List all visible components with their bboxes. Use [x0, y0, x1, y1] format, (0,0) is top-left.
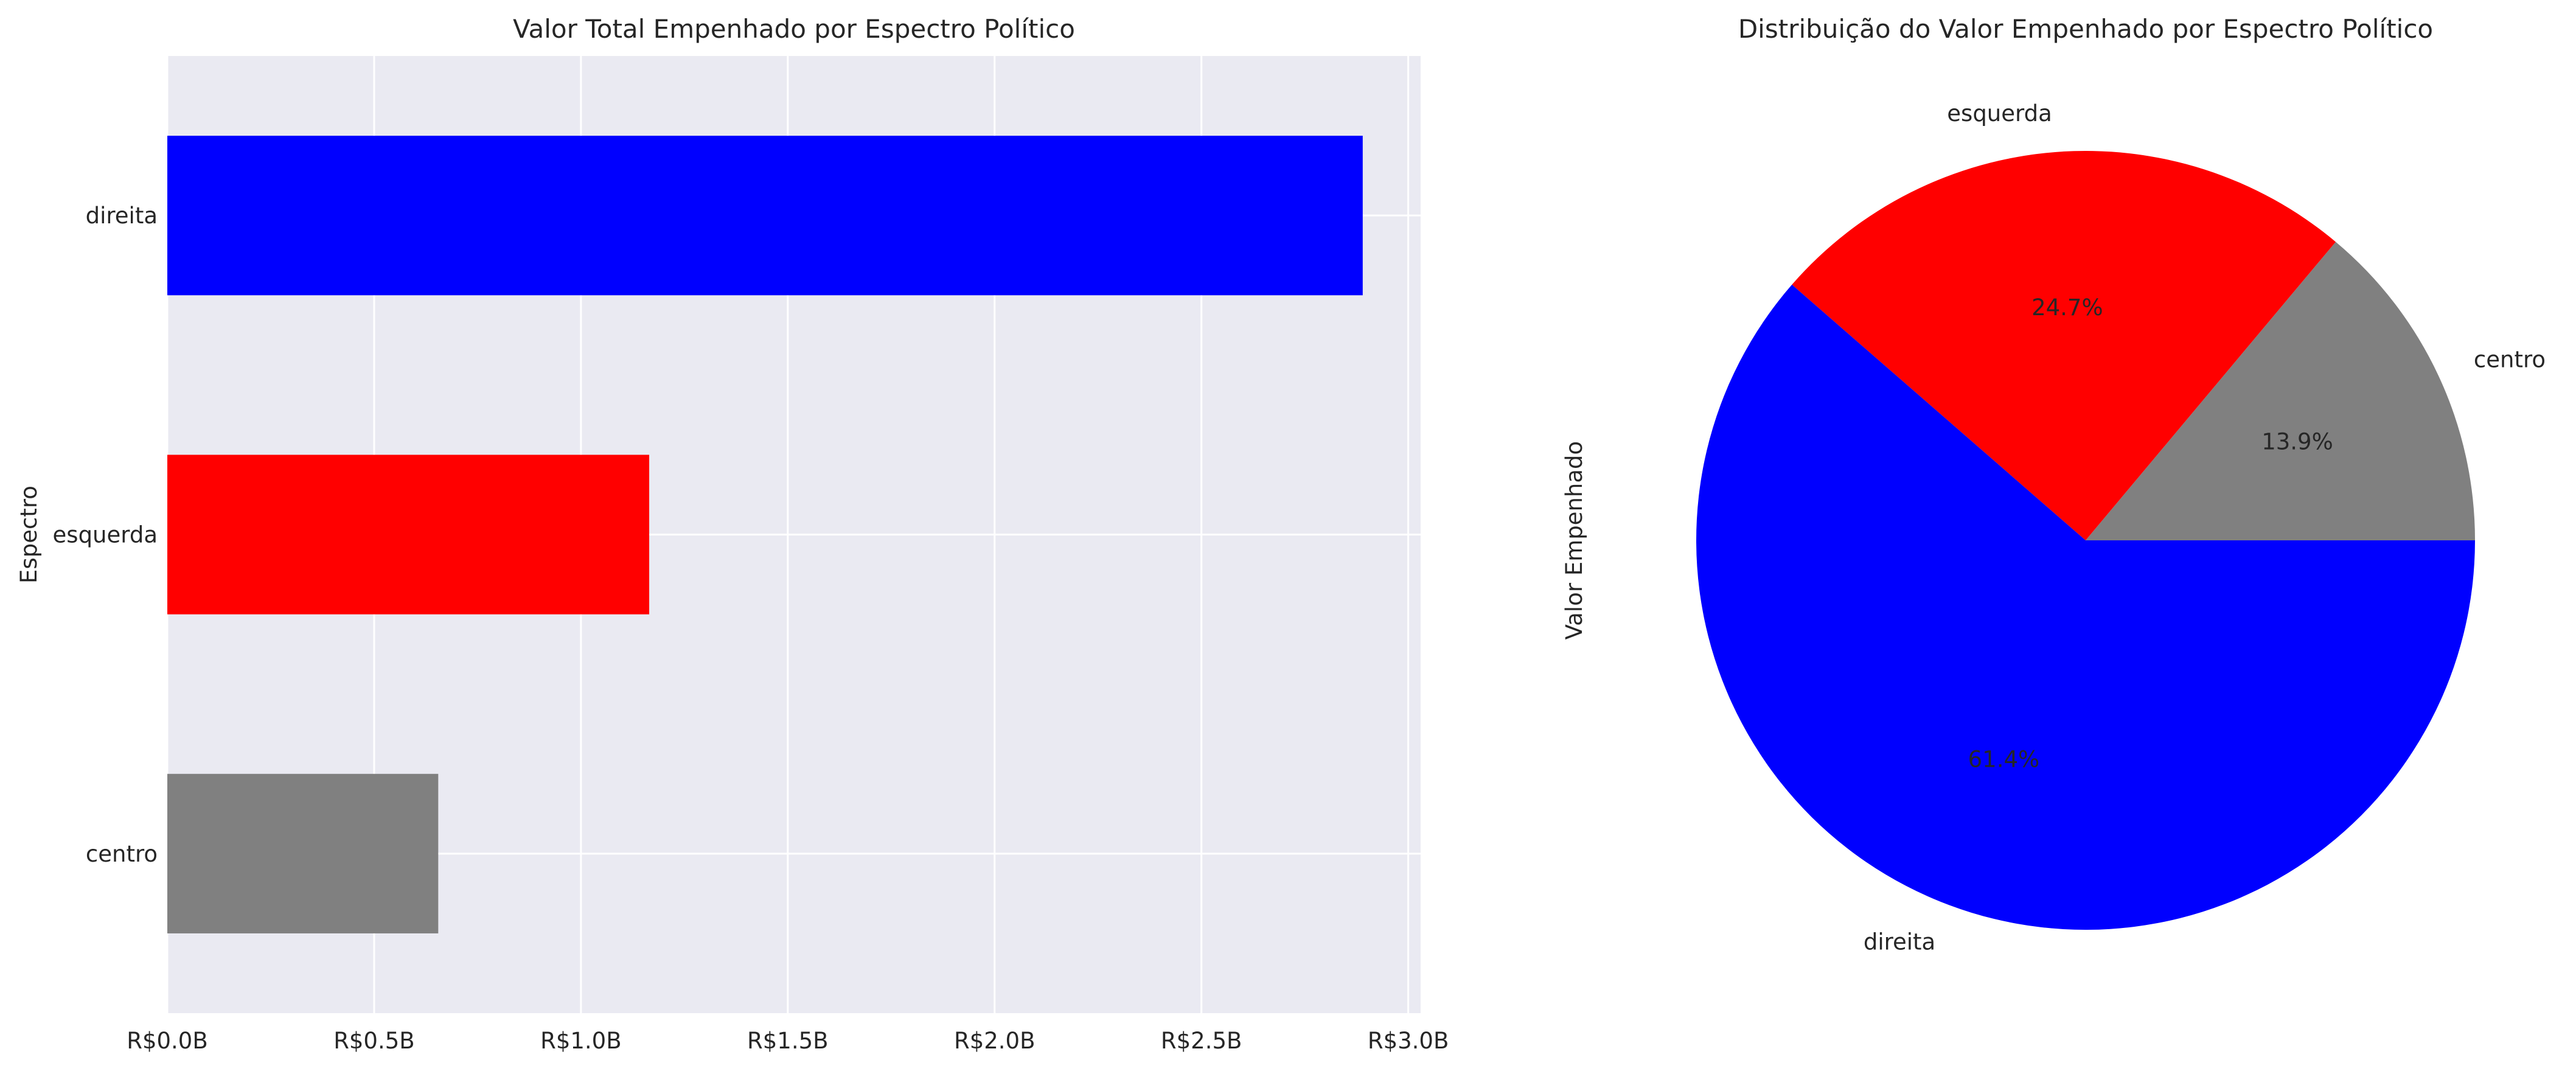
- bar-esquerda: [167, 455, 650, 615]
- pie-slice-centro: [2086, 242, 2475, 540]
- pie-percent-label: 13.9%: [2261, 429, 2333, 455]
- bar-direita: [167, 136, 1363, 296]
- bar-xtick-label: R$2.5B: [1161, 1028, 1242, 1054]
- pie-percent-label: 24.7%: [2031, 295, 2103, 321]
- bar-xtick-label: R$0.5B: [333, 1028, 414, 1054]
- bar-xtick-label: R$3.0B: [1368, 1028, 1449, 1054]
- pie-slice-labels: centro esquerda direita: [1864, 100, 2546, 955]
- pie-chart: centro esquerda direita 13.9% 24.7% 61.4% Di…: [1561, 14, 2546, 955]
- bar-xtick-labels: R$0.0B R$0.5B R$1.0B R$1.5B R$2.0B R$2.5B R$3.…: [127, 1028, 1449, 1054]
- pie-slice-label: centro: [2474, 346, 2546, 372]
- pie-y-axis-label: Valor Empenhado: [1561, 441, 1587, 640]
- pie-percent-labels: 13.9% 24.7% 61.4%: [1968, 295, 2333, 772]
- bar-ytick-labels: direita esquerda centro: [53, 203, 158, 867]
- pie-percent-label: 61.4%: [1968, 747, 2040, 773]
- pie-slice-esquerda: [1792, 151, 2336, 541]
- bar-xtick-label: R$2.0B: [954, 1028, 1035, 1054]
- pie-slice-label: esquerda: [1947, 100, 2052, 127]
- bar-chart-title: Valor Total Empenhado por Espectro Polít…: [513, 14, 1075, 44]
- bar-y-axis-label: Espectro: [16, 486, 42, 584]
- bar-centro: [167, 773, 439, 933]
- bar-xtick-label: R$0.0B: [127, 1028, 207, 1054]
- pie-slice-label: direita: [1864, 929, 1935, 955]
- bar-bars: [167, 136, 1363, 933]
- bar-chart: R$0.0B R$0.5B R$1.0B R$1.5B R$2.0B R$2.5B R$3.…: [16, 14, 1449, 1054]
- bar-xtick-label: R$1.0B: [540, 1028, 621, 1054]
- pie-slices: [1696, 151, 2475, 930]
- bar-ytick-label: direita: [86, 203, 158, 229]
- pie-slice-direita: [1696, 284, 2475, 930]
- bar-xtick-label: R$1.5B: [747, 1028, 828, 1054]
- bar-ytick-label: centro: [86, 841, 158, 867]
- bar-ytick-label: esquerda: [53, 522, 158, 548]
- pie-chart-title: Distribuição do Valor Empenhado por Espe…: [1738, 14, 2433, 44]
